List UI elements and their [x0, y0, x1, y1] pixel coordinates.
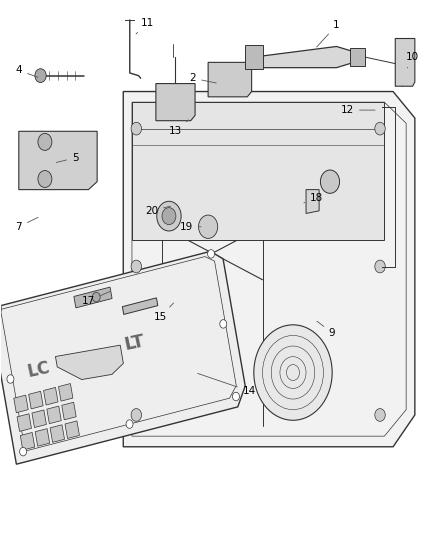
Polygon shape	[65, 421, 79, 439]
Text: 18: 18	[304, 192, 324, 203]
Polygon shape	[208, 62, 252, 97]
Polygon shape	[306, 190, 319, 214]
Polygon shape	[17, 414, 32, 431]
Polygon shape	[58, 384, 73, 401]
Circle shape	[198, 215, 218, 238]
Text: 10: 10	[406, 52, 419, 68]
Polygon shape	[20, 432, 35, 450]
Circle shape	[0, 305, 2, 313]
Circle shape	[375, 409, 385, 421]
Circle shape	[321, 170, 339, 193]
Text: 14: 14	[198, 374, 256, 396]
Polygon shape	[28, 391, 43, 409]
Circle shape	[208, 249, 215, 258]
Polygon shape	[122, 298, 158, 314]
Circle shape	[20, 447, 27, 456]
Text: 20: 20	[145, 206, 171, 216]
Circle shape	[7, 375, 14, 383]
Text: 11: 11	[136, 18, 154, 34]
Circle shape	[375, 260, 385, 273]
Text: 5: 5	[57, 153, 79, 163]
Circle shape	[131, 260, 141, 273]
Polygon shape	[47, 406, 61, 424]
Text: LC: LC	[25, 359, 51, 381]
Polygon shape	[0, 251, 245, 464]
Polygon shape	[245, 45, 262, 69]
Polygon shape	[132, 102, 385, 240]
Polygon shape	[123, 92, 415, 447]
Circle shape	[126, 420, 133, 429]
Circle shape	[131, 122, 141, 135]
Circle shape	[220, 320, 227, 328]
Polygon shape	[56, 345, 124, 379]
Polygon shape	[350, 48, 365, 66]
Polygon shape	[19, 131, 97, 190]
Circle shape	[233, 392, 240, 401]
Circle shape	[38, 171, 52, 188]
Circle shape	[92, 293, 100, 302]
Polygon shape	[156, 84, 195, 120]
Polygon shape	[35, 429, 49, 446]
Circle shape	[38, 133, 52, 150]
Circle shape	[131, 409, 141, 421]
Text: 19: 19	[180, 222, 201, 232]
Text: LT: LT	[122, 333, 146, 354]
Circle shape	[375, 122, 385, 135]
Text: 12: 12	[341, 105, 375, 115]
Polygon shape	[32, 410, 46, 427]
Text: 15: 15	[154, 303, 173, 322]
Polygon shape	[43, 387, 58, 405]
Polygon shape	[62, 402, 76, 420]
Polygon shape	[74, 287, 112, 308]
Circle shape	[162, 208, 176, 224]
Polygon shape	[395, 38, 415, 86]
Circle shape	[157, 201, 181, 231]
Polygon shape	[254, 46, 354, 68]
Text: 1: 1	[317, 20, 340, 47]
Polygon shape	[14, 395, 28, 413]
Polygon shape	[50, 425, 64, 442]
Circle shape	[35, 69, 46, 83]
Text: 9: 9	[317, 321, 336, 338]
Text: 4: 4	[15, 66, 38, 77]
Text: 17: 17	[82, 292, 110, 306]
Text: 2: 2	[190, 73, 216, 83]
Text: 13: 13	[169, 120, 189, 136]
Text: 7: 7	[15, 217, 38, 232]
Circle shape	[254, 325, 332, 420]
